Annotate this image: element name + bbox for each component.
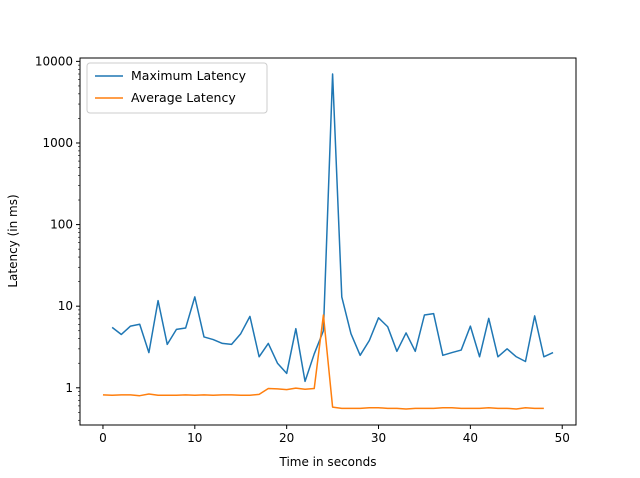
legend: Maximum Latency Average Latency bbox=[86, 62, 268, 114]
plot-frame bbox=[79, 57, 577, 426]
y-tick-label: 1000 bbox=[42, 136, 73, 150]
x-tick-label: 40 bbox=[463, 431, 478, 445]
legend-box bbox=[86, 62, 268, 114]
legend-label-maximum-latency: Maximum Latency bbox=[131, 68, 247, 83]
y-tick-label: 1 bbox=[65, 381, 73, 395]
x-tick-label: 20 bbox=[279, 431, 294, 445]
y-axis-ticks: 1 10 100 1000 10000 bbox=[35, 54, 80, 421]
x-axis-ticks: 0 10 20 30 40 50 bbox=[99, 425, 570, 445]
x-axis-label: Time in seconds bbox=[279, 455, 377, 469]
x-tick-label: 0 bbox=[99, 431, 107, 445]
legend-label-average-latency: Average Latency bbox=[131, 90, 236, 105]
series-line-maximum-latency bbox=[111, 73, 554, 383]
x-tick-label: 10 bbox=[187, 431, 202, 445]
y-tick-label: 10 bbox=[58, 299, 73, 313]
series-layer bbox=[102, 73, 554, 410]
x-tick-label: 30 bbox=[371, 431, 386, 445]
y-axis-label: Latency (in ms) bbox=[6, 194, 20, 287]
y-tick-label: 100 bbox=[50, 218, 73, 232]
series-line-average-latency bbox=[102, 314, 544, 410]
x-tick-label: 50 bbox=[555, 431, 570, 445]
y-tick-label: 10000 bbox=[35, 54, 73, 68]
